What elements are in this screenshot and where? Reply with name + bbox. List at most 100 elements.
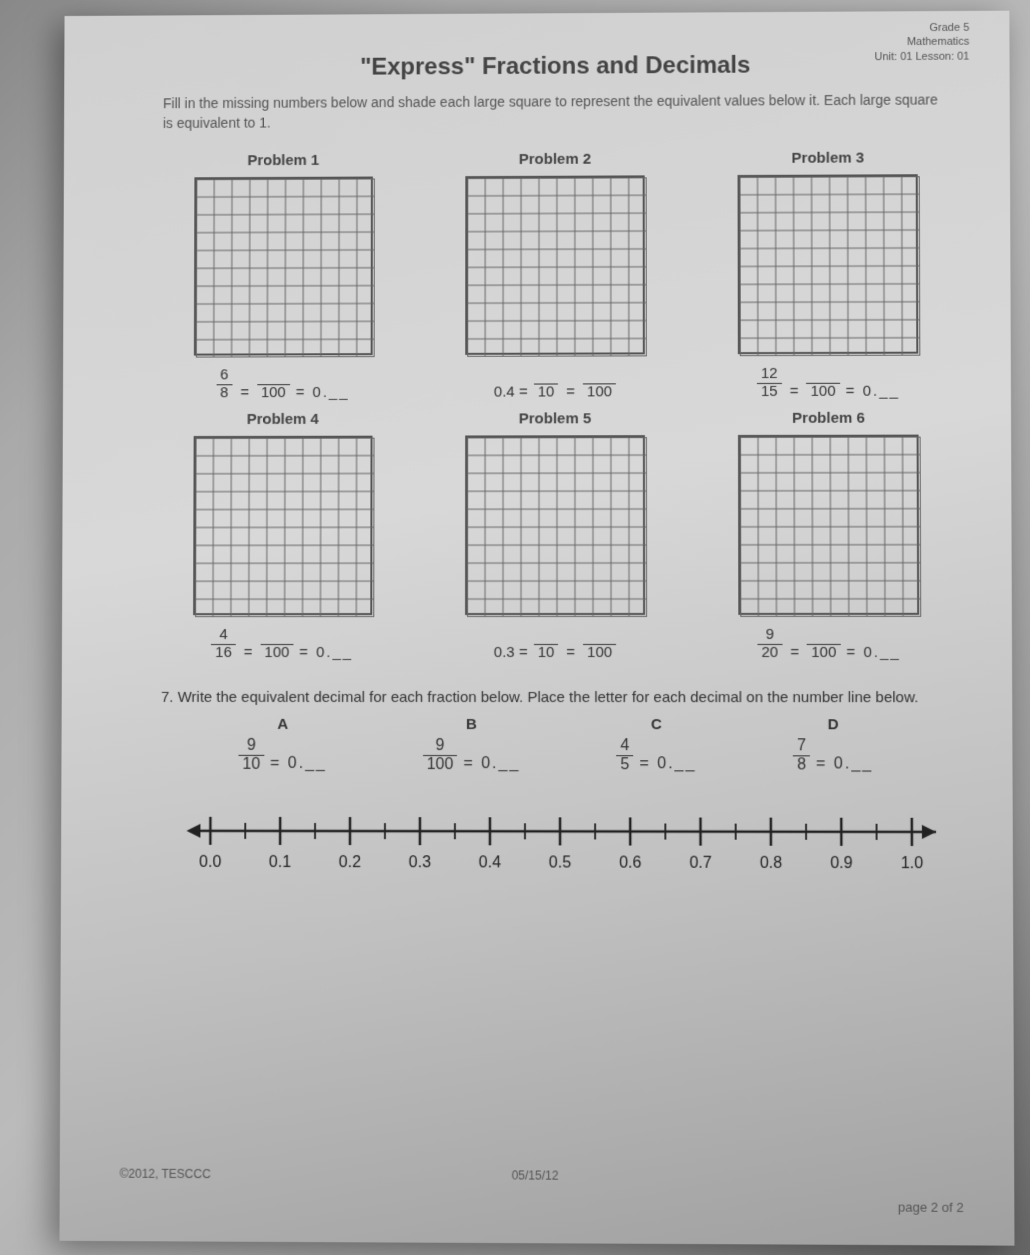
svg-text:0.6: 0.6 (619, 855, 641, 872)
numerator (534, 627, 559, 645)
equals: = (790, 383, 799, 400)
problem: Problem 1 6 8 = 100 = 0.__ (162, 152, 404, 402)
numerator (806, 366, 839, 384)
numerator (534, 367, 559, 384)
instructions: Fill in the missing numbers below and sh… (163, 91, 950, 134)
problem-title: Problem 3 (706, 149, 950, 167)
denominator: 100 (260, 645, 293, 661)
equation: 0.4 = 10 = 100 (434, 366, 677, 400)
numerator: 6 (216, 368, 232, 385)
decimal-blank: = 0.__ (816, 756, 873, 774)
item-letter: D (793, 716, 873, 733)
fraction: 12 15 (757, 366, 782, 400)
decimal-blank: = 0.__ (846, 383, 900, 400)
fraction: 100 (807, 627, 840, 661)
q7-text: 7. Write the equivalent decimal for each… (161, 689, 952, 706)
equals: = (244, 644, 253, 661)
footer-date: 05/15/12 (512, 1168, 559, 1182)
q7-fraction-row: A 9 10 = 0.__ B 9 100 = 0.__ C 4 5 = 0._… (191, 716, 922, 774)
denominator: 100 (257, 385, 290, 401)
svg-text:0.8: 0.8 (760, 855, 783, 872)
fraction: 9 100 (423, 737, 458, 773)
fraction: 9 20 (757, 627, 782, 661)
fraction: 100 (583, 367, 616, 401)
numerator (583, 627, 616, 645)
hundred-grid (738, 174, 919, 354)
header-line: Mathematics (874, 35, 969, 50)
svg-text:0.5: 0.5 (549, 855, 571, 872)
problems-grid: Problem 1 6 8 = 100 = 0.__ Problem 2 0.4… (161, 149, 951, 661)
q7-body: Write the equivalent decimal for each fr… (178, 689, 919, 706)
denominator: 100 (583, 384, 616, 401)
header-line: Grade 5 (874, 21, 969, 36)
problem: Problem 3 12 15 = 100 = 0.__ (706, 149, 950, 400)
q7-item: B 9 100 = 0.__ (423, 716, 521, 773)
equation: 7 8 = 0.__ (793, 737, 873, 773)
fraction: 4 5 (616, 737, 633, 773)
problem: Problem 4 4 16 = 100 = 0.__ (161, 411, 404, 661)
numerator: 7 (793, 737, 810, 756)
numerator (260, 627, 293, 644)
hundred-grid (465, 176, 645, 355)
lead-text: 0.3 = (494, 644, 528, 661)
worksheet-page: Grade 5 Mathematics Unit: 01 Lesson: 01 … (59, 11, 1014, 1246)
denominator: 10 (238, 756, 264, 774)
fraction: 100 (257, 367, 290, 401)
item-letter: A (239, 716, 327, 733)
problem: Problem 5 0.3 = 10 = 100 (433, 410, 676, 661)
header-meta: Grade 5 Mathematics Unit: 01 Lesson: 01 (874, 21, 969, 64)
problem: Problem 2 0.4 = 10 = 100 (434, 151, 677, 401)
item-letter: B (423, 716, 521, 733)
problem-title: Problem 1 (163, 152, 404, 170)
q7-number: 7. (161, 689, 173, 706)
problem: Problem 6 9 20 = 100 = 0.__ (707, 410, 952, 661)
svg-text:0.3: 0.3 (409, 855, 431, 872)
numerator: 12 (757, 366, 782, 384)
numberline-svg: 0.00.10.20.30.40.50.60.70.80.91.0 (180, 791, 942, 883)
denominator: 20 (757, 645, 782, 662)
numerator (583, 367, 616, 385)
q7-item: A 9 10 = 0.__ (238, 716, 327, 773)
decimal-blank: = 0.__ (296, 384, 350, 401)
q7-item: D 7 8 = 0.__ (793, 716, 873, 774)
numerator: 4 (211, 627, 236, 644)
svg-text:0.9: 0.9 (830, 855, 853, 872)
footer-copyright: ©2012, TESCCC (120, 1167, 211, 1181)
numerator: 9 (757, 627, 782, 645)
decimal-blank: = 0.__ (463, 755, 520, 773)
problem-title: Problem 5 (434, 410, 677, 427)
numerator: 9 (238, 737, 264, 756)
hundred-grid (465, 435, 645, 615)
hundred-grid (738, 435, 919, 615)
q7-item: C 4 5 = 0.__ (616, 716, 696, 773)
fraction: 7 8 (793, 737, 810, 773)
hundred-grid (194, 177, 373, 356)
equation: 12 15 = 100 = 0.__ (706, 366, 950, 401)
numerator (257, 367, 290, 384)
denominator: 100 (806, 383, 839, 400)
equals: = (566, 384, 575, 401)
equals: = (566, 644, 575, 661)
numberline: 0.00.10.20.30.40.50.60.70.80.91.0 (180, 791, 932, 887)
equation: 4 16 = 100 = 0.__ (161, 627, 403, 661)
problem-title: Problem 2 (434, 151, 676, 169)
svg-text:0.4: 0.4 (479, 855, 501, 872)
item-letter: C (616, 716, 696, 733)
decimal-blank: = 0.__ (846, 644, 901, 661)
footer-page: page 2 of 2 (898, 1199, 964, 1215)
svg-text:0.2: 0.2 (339, 854, 361, 871)
header-line: Unit: 01 Lesson: 01 (874, 49, 969, 64)
question-7: 7. Write the equivalent decimal for each… (160, 689, 952, 887)
svg-text:1.0: 1.0 (901, 855, 924, 872)
problem-title: Problem 4 (162, 411, 404, 428)
fraction: 10 (534, 367, 559, 401)
equals: = (790, 644, 799, 661)
fraction: 100 (583, 627, 616, 661)
page-title: "Express" Fractions and Decimals (163, 51, 949, 83)
denominator: 100 (423, 756, 458, 774)
fraction: 10 (534, 627, 559, 661)
fraction: 100 (806, 366, 839, 400)
numerator: 4 (616, 737, 633, 756)
equation: 9 20 = 100 = 0.__ (707, 627, 952, 661)
denominator: 8 (216, 385, 232, 401)
